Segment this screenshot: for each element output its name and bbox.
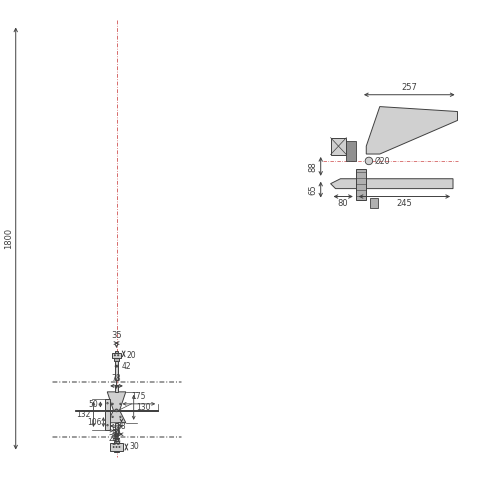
Bar	[114, 358, 119, 361]
Bar	[112, 353, 120, 358]
Polygon shape	[107, 392, 126, 410]
Text: 65: 65	[309, 184, 318, 195]
Text: 38: 38	[116, 422, 126, 431]
Polygon shape	[331, 179, 453, 189]
Circle shape	[112, 416, 113, 418]
Text: 132: 132	[76, 410, 91, 419]
Text: 80: 80	[338, 200, 348, 208]
Bar	[370, 199, 378, 208]
Bar	[115, 351, 118, 353]
Text: 25: 25	[109, 433, 119, 443]
Polygon shape	[366, 107, 457, 154]
Text: 106: 106	[87, 418, 101, 427]
Bar	[113, 410, 158, 411]
Text: 30: 30	[129, 443, 139, 452]
Text: 50: 50	[112, 438, 121, 447]
Bar	[115, 438, 118, 441]
Circle shape	[120, 403, 121, 405]
Text: 1800: 1800	[4, 228, 13, 249]
Text: 245: 245	[396, 200, 412, 208]
Circle shape	[116, 446, 117, 447]
Circle shape	[114, 355, 116, 356]
Text: 78: 78	[112, 374, 121, 383]
Circle shape	[112, 403, 113, 405]
Text: 175: 175	[132, 392, 146, 401]
Text: 20: 20	[127, 351, 136, 360]
Polygon shape	[107, 410, 126, 423]
Text: Ø20: Ø20	[375, 156, 390, 166]
Circle shape	[120, 416, 121, 418]
Bar	[347, 141, 356, 161]
Bar	[114, 451, 119, 453]
Text: 42: 42	[122, 361, 132, 371]
Text: 130: 130	[137, 403, 151, 412]
Bar	[114, 441, 119, 444]
Circle shape	[119, 446, 120, 447]
Bar	[115, 361, 118, 380]
Circle shape	[365, 157, 372, 165]
Bar	[105, 410, 113, 411]
Text: 88: 88	[309, 161, 318, 172]
Circle shape	[115, 409, 118, 412]
Circle shape	[113, 446, 114, 447]
Text: 50: 50	[89, 400, 98, 409]
Text: 35: 35	[111, 331, 122, 340]
Bar	[356, 168, 366, 201]
Circle shape	[107, 424, 108, 426]
Text: 80: 80	[112, 429, 121, 438]
Bar	[75, 410, 158, 411]
Circle shape	[118, 355, 119, 356]
Bar	[331, 138, 347, 155]
Text: 257: 257	[401, 83, 417, 92]
Bar	[105, 398, 109, 430]
Text: 58: 58	[112, 427, 121, 435]
Bar	[109, 444, 123, 451]
Circle shape	[107, 403, 108, 404]
Bar	[99, 410, 105, 411]
Bar	[115, 384, 118, 392]
Bar	[115, 423, 118, 436]
Circle shape	[116, 409, 117, 411]
